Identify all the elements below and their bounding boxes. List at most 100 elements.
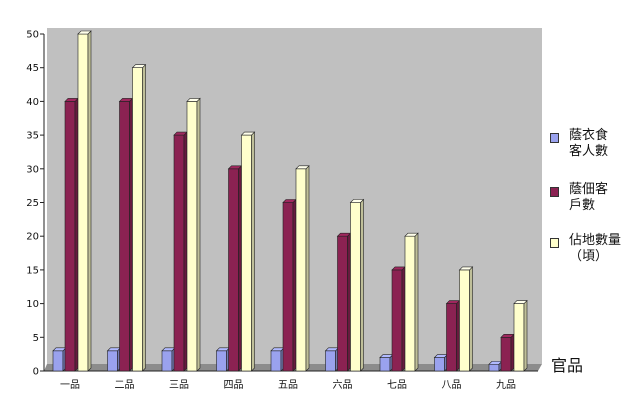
- bar: [131, 63, 147, 372]
- bar-front: [216, 350, 227, 372]
- bar: [500, 333, 515, 372]
- x-tick-label: 六品: [333, 379, 353, 391]
- bar-top: [458, 266, 474, 271]
- bar-side: [142, 63, 146, 372]
- bar-front: [500, 336, 512, 372]
- y-tick-label: 50: [26, 30, 39, 41]
- x-tick-label: 一品: [60, 379, 80, 391]
- y-tick-label: 15: [26, 265, 39, 276]
- bar-front: [513, 303, 525, 372]
- legend-label: 佔地數量 （頃）: [569, 233, 622, 264]
- bar: [458, 266, 474, 372]
- bar-side: [292, 198, 297, 372]
- bar-side: [414, 232, 419, 372]
- bar-front: [228, 168, 239, 372]
- bar-front: [186, 101, 198, 372]
- bar-top: [77, 30, 92, 35]
- bar-top: [513, 300, 528, 304]
- bar-top: [131, 64, 147, 68]
- y-tick-label: 45: [26, 63, 39, 74]
- bar-side: [510, 333, 515, 372]
- bar-front: [241, 134, 252, 372]
- bar: [270, 347, 285, 372]
- bar-side: [129, 97, 133, 372]
- x-tick-label: 四品: [224, 379, 244, 391]
- bar-side: [238, 165, 242, 372]
- bar-top: [404, 232, 419, 237]
- bar-top: [186, 98, 201, 102]
- legend-swatch: [550, 133, 559, 143]
- bar-side: [469, 266, 473, 372]
- bar: [118, 97, 134, 372]
- bar-front: [379, 357, 391, 372]
- bar: [106, 347, 122, 372]
- bar-front: [282, 202, 294, 372]
- bar-side: [87, 30, 92, 372]
- bar-side: [360, 198, 364, 372]
- legend-item-series-3: 佔地數量 （頃）: [550, 233, 632, 265]
- bar-front: [325, 350, 336, 372]
- bar-front: [459, 269, 470, 372]
- bar-side: [401, 266, 406, 372]
- bar-front: [132, 67, 143, 372]
- bar-front: [446, 303, 457, 372]
- bar-front: [161, 350, 173, 372]
- bar-side: [196, 97, 201, 372]
- x-tick-label: 九品: [496, 379, 516, 391]
- x-tick-label: 七品: [387, 379, 407, 391]
- bar-front: [350, 202, 361, 372]
- bar: [324, 347, 340, 372]
- bar-side: [305, 165, 310, 372]
- y-tick-label: 10: [26, 299, 39, 310]
- x-tick-label: 二品: [115, 379, 135, 391]
- bar-side: [523, 299, 528, 372]
- bar-front: [119, 101, 130, 372]
- bar: [64, 97, 79, 372]
- legend-swatch: [550, 187, 559, 197]
- legend-label: 蔭佃客 戶數: [569, 182, 609, 213]
- bar-front: [391, 269, 403, 372]
- bar-front: [107, 350, 118, 372]
- bar-side: [347, 232, 351, 372]
- x-tick-label: 八品: [442, 379, 462, 391]
- bar: [240, 131, 256, 372]
- bar: [173, 131, 188, 372]
- bar-side: [456, 299, 460, 372]
- y-tick-label: 0: [33, 367, 39, 378]
- bars: [52, 30, 528, 372]
- bar: [379, 353, 394, 372]
- bar-front: [173, 134, 185, 372]
- bar-front: [52, 350, 64, 372]
- bar-side: [251, 131, 255, 372]
- bar-front: [434, 357, 445, 372]
- bar: [404, 232, 419, 372]
- y-tick-label: 5: [33, 333, 39, 344]
- x-axis-title: 官品: [551, 356, 584, 375]
- bar: [445, 299, 461, 372]
- bar-top: [295, 165, 310, 170]
- y-tick-label: 40: [26, 97, 39, 108]
- bar: [52, 347, 67, 372]
- bar-side: [74, 97, 79, 372]
- bar: [336, 232, 352, 372]
- y-tick-label: 20: [26, 232, 39, 243]
- bar-front: [337, 235, 348, 372]
- bar: [282, 198, 297, 372]
- bar: [513, 299, 528, 372]
- legend-label: 蔭衣食 客人數: [569, 128, 609, 159]
- bar-top: [240, 131, 256, 136]
- tick-labels: 0 5 10 15 20 25 30 35 40 45 50 一品 二品 三品 四品 五品 六品 七品 八品 九品: [26, 30, 516, 392]
- y-tick-label: 30: [26, 164, 39, 175]
- bar-side: [183, 131, 188, 372]
- bar-front: [270, 350, 282, 372]
- bar: [161, 347, 176, 372]
- bar: [215, 347, 231, 372]
- y-tick-label: 25: [26, 198, 39, 209]
- bar-front: [77, 33, 89, 372]
- bar: [227, 165, 243, 372]
- legend-swatch: [550, 238, 559, 248]
- y-tick-label: 35: [26, 131, 39, 142]
- bar: [433, 353, 449, 372]
